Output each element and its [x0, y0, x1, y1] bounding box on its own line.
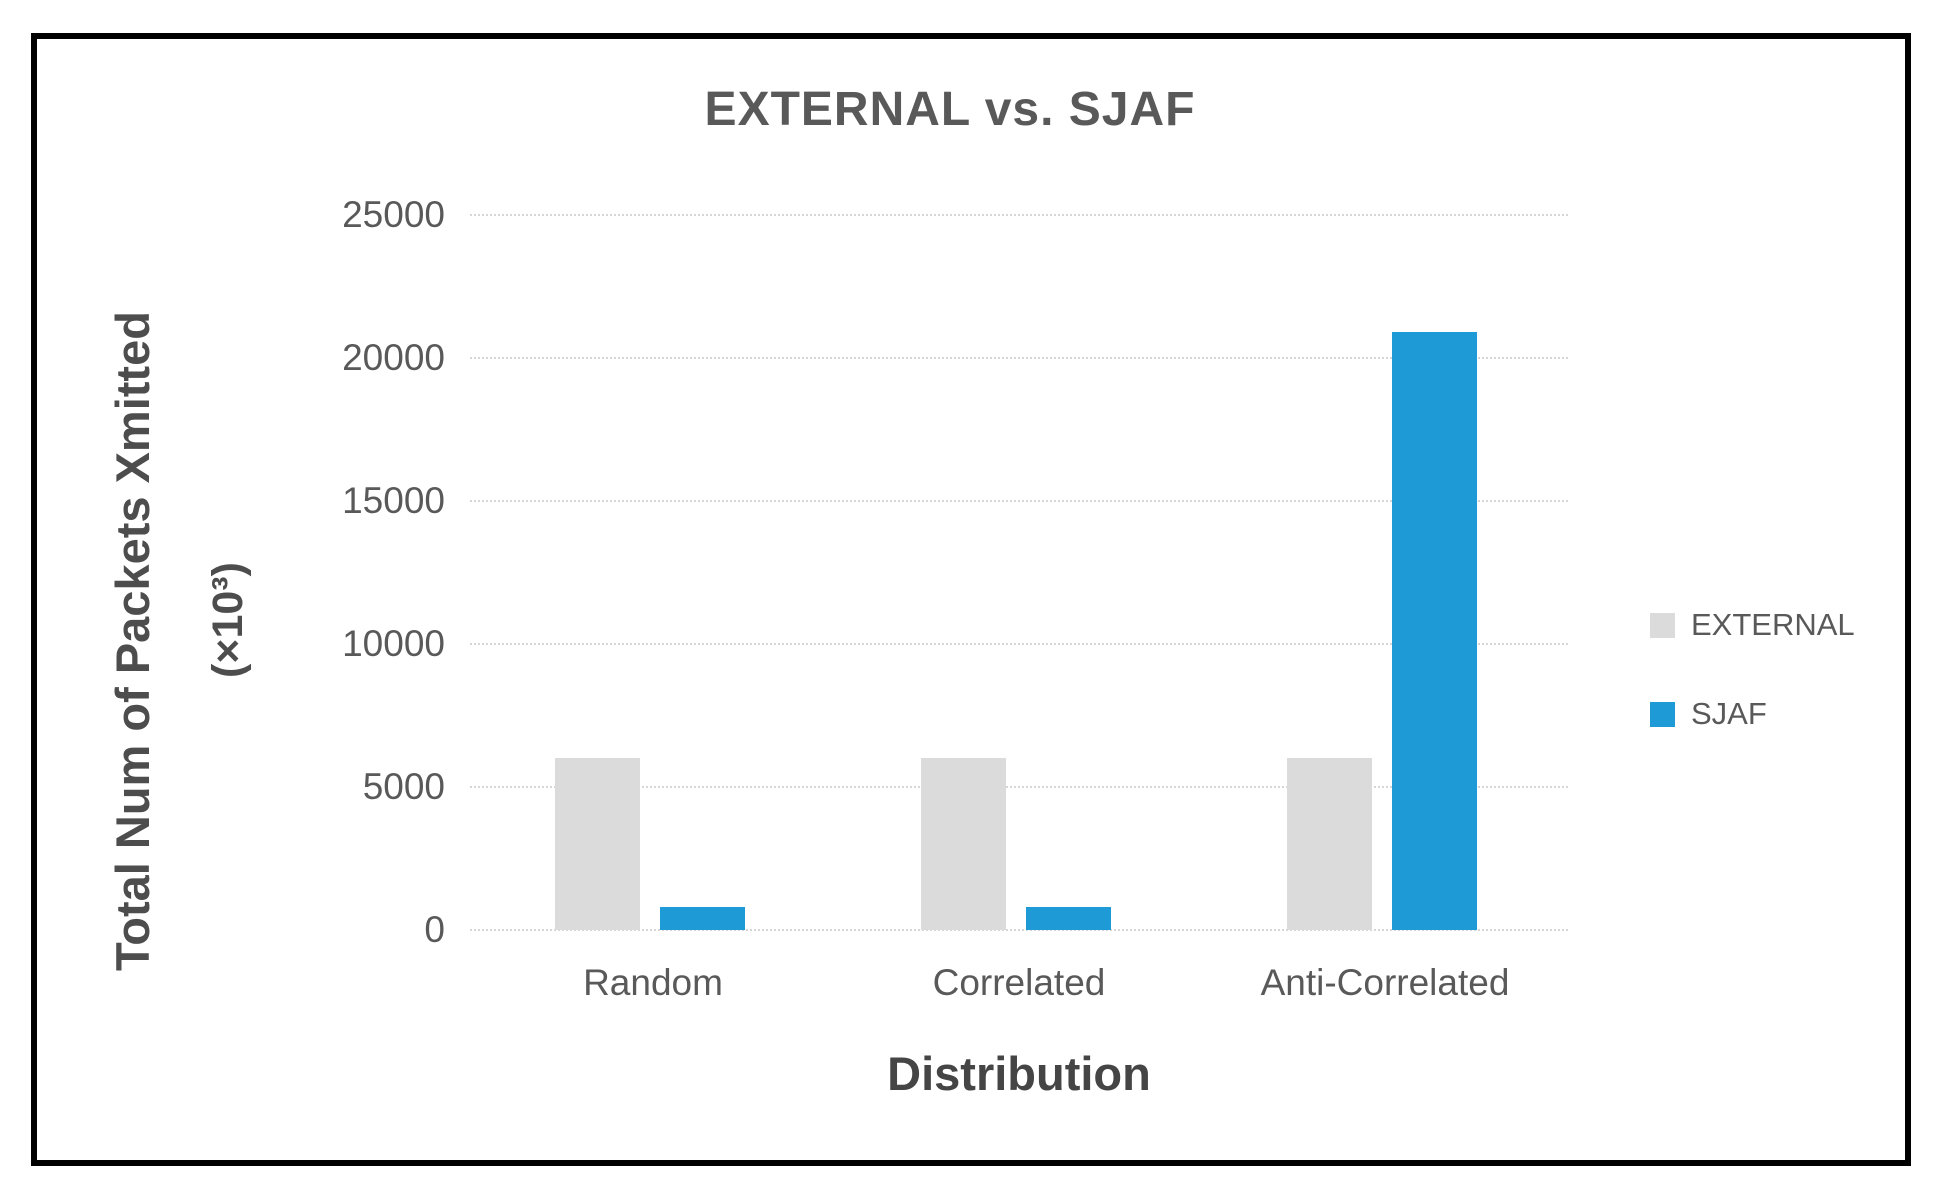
bar-sjaf-correlated — [1026, 907, 1111, 930]
y-tick-label: 10000 — [342, 623, 445, 664]
gridline — [470, 214, 1568, 216]
gridline — [470, 929, 1568, 931]
x-tick-label-anti-correlated: Anti-Correlated — [1260, 962, 1510, 1003]
gridline — [470, 786, 1568, 788]
x-tick-label-random: Random — [583, 962, 723, 1003]
bar-external-random — [555, 758, 640, 930]
legend-swatch-external — [1650, 612, 1675, 638]
plot-area — [470, 214, 1568, 931]
gridline — [470, 357, 1568, 359]
legend-swatch-sjaf — [1650, 701, 1675, 727]
x-axis-tick-labels: Random Correlated Anti-Correlated — [470, 962, 1568, 1012]
legend-entry-sjaf: SJAF — [1650, 689, 1855, 739]
bar-sjaf-anti-correlated — [1392, 332, 1477, 930]
legend-label: SJAF — [1691, 696, 1767, 731]
bar-external-correlated — [921, 758, 1006, 930]
x-axis-title: Distribution — [887, 1047, 1151, 1100]
legend-entry-external: EXTERNAL — [1650, 600, 1855, 650]
bars — [470, 215, 1568, 930]
y-tick-label: 20000 — [342, 337, 445, 378]
gridline — [470, 500, 1568, 502]
bar-sjaf-random — [660, 907, 745, 930]
legend: EXTERNAL SJAF — [1650, 600, 1855, 778]
y-axis-tick-labels: 0 5000 10000 15000 20000 25000 — [250, 194, 445, 950]
x-tick-label-correlated: Correlated — [932, 962, 1106, 1003]
y-tick-label: 25000 — [342, 194, 445, 235]
gridline — [470, 643, 1568, 645]
figure-border — [31, 33, 1911, 1166]
bar-external-anti-correlated — [1287, 758, 1372, 930]
legend-label: EXTERNAL — [1691, 607, 1855, 642]
y-axis-title-units: (×10³) — [204, 562, 252, 678]
y-tick-label: 5000 — [362, 766, 445, 807]
y-tick-label: 15000 — [342, 480, 445, 521]
y-axis-title: Total Num of Packets Xmitted — [106, 311, 159, 971]
y-tick-label: 0 — [424, 909, 445, 950]
chart-title: EXTERNAL vs. SJAF — [704, 83, 1196, 136]
